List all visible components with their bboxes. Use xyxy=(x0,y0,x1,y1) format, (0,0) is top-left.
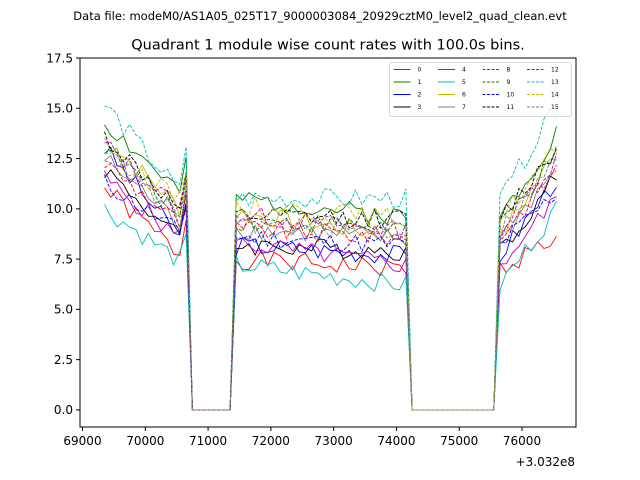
series-line-13 xyxy=(104,105,557,411)
figure-suptitle: Data file: modeM0/AS1A05_025T17_90000030… xyxy=(73,9,567,23)
y-tick-label: 7.5 xyxy=(54,252,73,266)
y-tick-label: 5.0 xyxy=(54,303,73,317)
series-line-5 xyxy=(104,201,557,411)
legend-label-4: 4 xyxy=(462,67,466,74)
legend-label-2: 2 xyxy=(418,92,422,99)
legend-label-6: 6 xyxy=(462,92,466,99)
series-line-2 xyxy=(104,146,557,411)
legend-label-7: 7 xyxy=(462,104,466,111)
y-tick-label: 10.0 xyxy=(46,202,73,216)
legend-label-8: 8 xyxy=(507,67,511,74)
legend-label-11: 11 xyxy=(507,104,515,111)
y-axis: 0.0 2.5 5.0 7.5 10.0 12.5 15.0 17.5 xyxy=(46,51,80,417)
x-axis: 69000 70000 71000 72000 73000 74000 75000 76000 xyxy=(63,427,541,448)
legend-label-1: 1 xyxy=(418,79,422,86)
plot-series-group xyxy=(104,105,557,411)
series-line-11 xyxy=(104,131,557,411)
legend-label-15: 15 xyxy=(551,104,559,111)
legend-label-5: 5 xyxy=(462,79,466,86)
x-offset-label: +3.032e8 xyxy=(516,455,575,469)
legend-label-12: 12 xyxy=(551,67,559,74)
x-tick-label: 71000 xyxy=(189,434,227,448)
series-line-9 xyxy=(104,145,557,411)
legend-label-9: 9 xyxy=(507,79,511,86)
chart-title: Quadrant 1 module wise count rates with … xyxy=(131,38,525,54)
x-tick-label: 75000 xyxy=(440,434,478,448)
y-tick-label: 12.5 xyxy=(46,152,73,166)
series-line-7 xyxy=(104,154,557,411)
x-tick-label: 70000 xyxy=(126,434,164,448)
series-line-15 xyxy=(104,158,557,411)
legend-label-10: 10 xyxy=(507,92,515,99)
legend-label-3: 3 xyxy=(418,104,422,111)
y-tick-label: 0.0 xyxy=(54,403,73,417)
series-line-8 xyxy=(104,162,557,411)
x-tick-label: 73000 xyxy=(315,434,353,448)
x-tick-label: 76000 xyxy=(503,434,541,448)
plot-frame xyxy=(79,57,577,428)
legend-label-14: 14 xyxy=(551,92,559,99)
x-tick-label: 74000 xyxy=(377,434,415,448)
series-line-14 xyxy=(104,146,557,411)
x-tick-label: 69000 xyxy=(63,434,101,448)
legend-label-0: 0 xyxy=(418,67,422,74)
y-tick-label: 15.0 xyxy=(46,102,73,116)
y-tick-label: 2.5 xyxy=(54,353,73,367)
legend-label-13: 13 xyxy=(551,79,559,86)
legend-box xyxy=(389,62,572,117)
y-tick-label: 17.5 xyxy=(46,51,73,65)
series-line-12 xyxy=(104,141,557,411)
series-line-1 xyxy=(104,124,557,411)
x-tick-label: 72000 xyxy=(252,434,290,448)
